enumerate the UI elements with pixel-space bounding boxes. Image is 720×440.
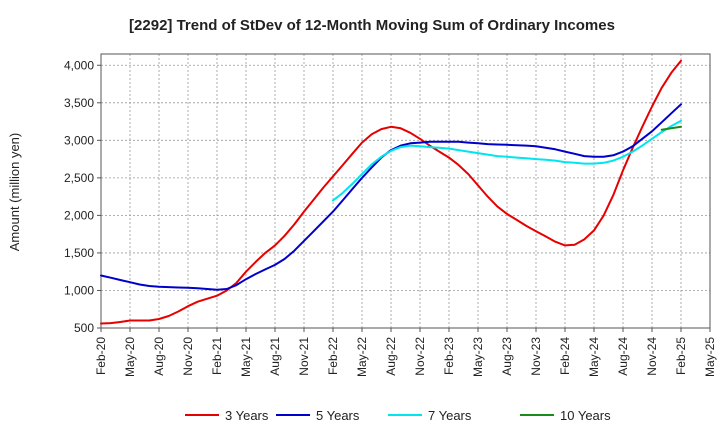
- plot-area: [100, 53, 711, 329]
- grid-lines: [100, 54, 711, 329]
- chart-title: [2292] Trend of StDev of 12-Month Moving…: [129, 17, 615, 34]
- x-tick-label: Nov-20: [181, 337, 195, 376]
- legend: 3 Years 5 Years 7 Years 10 Years: [185, 408, 611, 423]
- x-tick-label: Aug-21: [268, 337, 282, 376]
- x-tick-label: Feb-21: [210, 337, 224, 375]
- x-tick-label: May-24: [587, 337, 601, 377]
- x-tick-label: Nov-23: [529, 337, 543, 376]
- x-tick-label: Nov-22: [413, 337, 427, 376]
- y-tick-label: 3,500: [64, 96, 94, 110]
- x-tick-label: Aug-20: [152, 337, 166, 376]
- x-tick-label: Nov-24: [645, 337, 659, 376]
- x-tick-label: Nov-21: [297, 337, 311, 376]
- x-tick-label: Feb-24: [558, 337, 572, 375]
- series-line-5-years: [100, 103, 682, 291]
- y-axis-ticks: 500 1,000 1,500 2,000 2,500 3,000 3,500 4,000: [64, 58, 101, 335]
- x-tick-label: Feb-25: [674, 337, 688, 375]
- x-tick-label: May-22: [355, 337, 369, 377]
- x-axis-ticks: Feb-20 May-20 Aug-20 Nov-20 Feb-21 May-21 Aug-…: [94, 328, 717, 377]
- x-tick-label: Feb-22: [326, 337, 340, 375]
- x-tick-label: Aug-22: [384, 337, 398, 376]
- x-tick-label: Feb-20: [94, 337, 108, 375]
- series-line-7-years: [332, 119, 682, 202]
- y-tick-label: 1,000: [64, 283, 94, 297]
- x-tick-label: May-20: [123, 337, 137, 377]
- series-line-10-years: [660, 125, 682, 131]
- legend-label: 3 Years: [225, 408, 269, 423]
- y-tick-label: 2,000: [64, 208, 94, 222]
- x-tick-label: Feb-23: [442, 337, 456, 375]
- series-line-3-years: [100, 59, 682, 325]
- x-tick-label: May-21: [239, 337, 253, 377]
- y-tick-label: 3,000: [64, 133, 94, 147]
- y-tick-label: 1,500: [64, 246, 94, 260]
- legend-label: 10 Years: [560, 408, 611, 423]
- x-tick-label: May-23: [471, 337, 485, 377]
- series-lines: [100, 59, 682, 325]
- y-tick-label: 500: [74, 321, 94, 335]
- y-tick-label: 2,500: [64, 171, 94, 185]
- x-tick-label: Aug-23: [500, 337, 514, 376]
- y-axis-label: Amount (million yen): [7, 133, 22, 252]
- y-tick-label: 4,000: [64, 58, 94, 72]
- legend-label: 7 Years: [428, 408, 472, 423]
- x-tick-label: May-25: [703, 337, 717, 377]
- legend-label: 5 Years: [316, 408, 360, 423]
- x-tick-label: Aug-24: [616, 337, 630, 376]
